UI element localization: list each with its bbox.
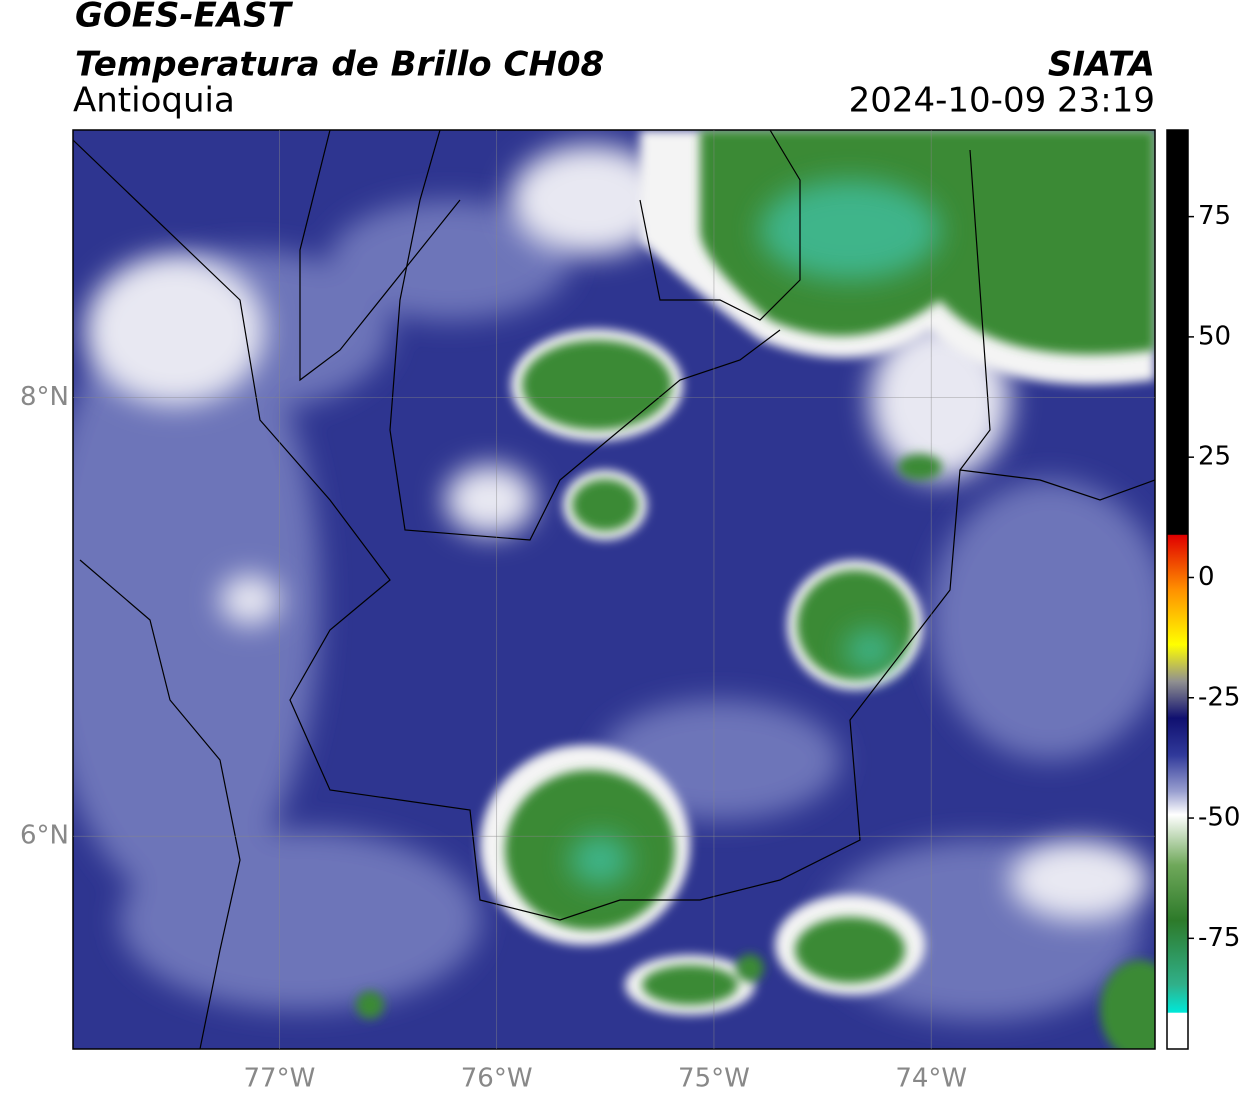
colorbar bbox=[1166, 129, 1189, 1050]
satellite-image bbox=[73, 130, 1155, 1049]
title: GOES-EAST bbox=[75, 0, 294, 36]
x-tick-label: 74°W bbox=[895, 1064, 967, 1094]
map-frame bbox=[72, 129, 1156, 1050]
colorbar-tick-label: 50 bbox=[1198, 321, 1231, 351]
datetime: 2024-10-09 23:19 bbox=[849, 81, 1155, 121]
region: Antioquia bbox=[73, 81, 235, 121]
source: SIATA bbox=[1048, 45, 1155, 85]
colorbar-tick-label: -25 bbox=[1198, 682, 1240, 712]
colorbar-tick-label: -75 bbox=[1198, 923, 1240, 953]
y-tick-label: 6°N bbox=[20, 821, 69, 851]
x-tick-label: 77°W bbox=[244, 1064, 316, 1094]
subtitle: Temperatura de Brillo CH08 bbox=[75, 45, 604, 85]
y-tick-label: 8°N bbox=[20, 382, 69, 412]
x-tick-label: 75°W bbox=[678, 1064, 750, 1094]
colorbar-tick-label: -50 bbox=[1198, 803, 1240, 833]
colorbar-tick-label: 75 bbox=[1198, 201, 1231, 231]
colorbar-tick-label: 0 bbox=[1198, 562, 1215, 592]
colorbar-tick-label: 25 bbox=[1198, 442, 1231, 472]
x-tick-label: 76°W bbox=[461, 1064, 533, 1094]
